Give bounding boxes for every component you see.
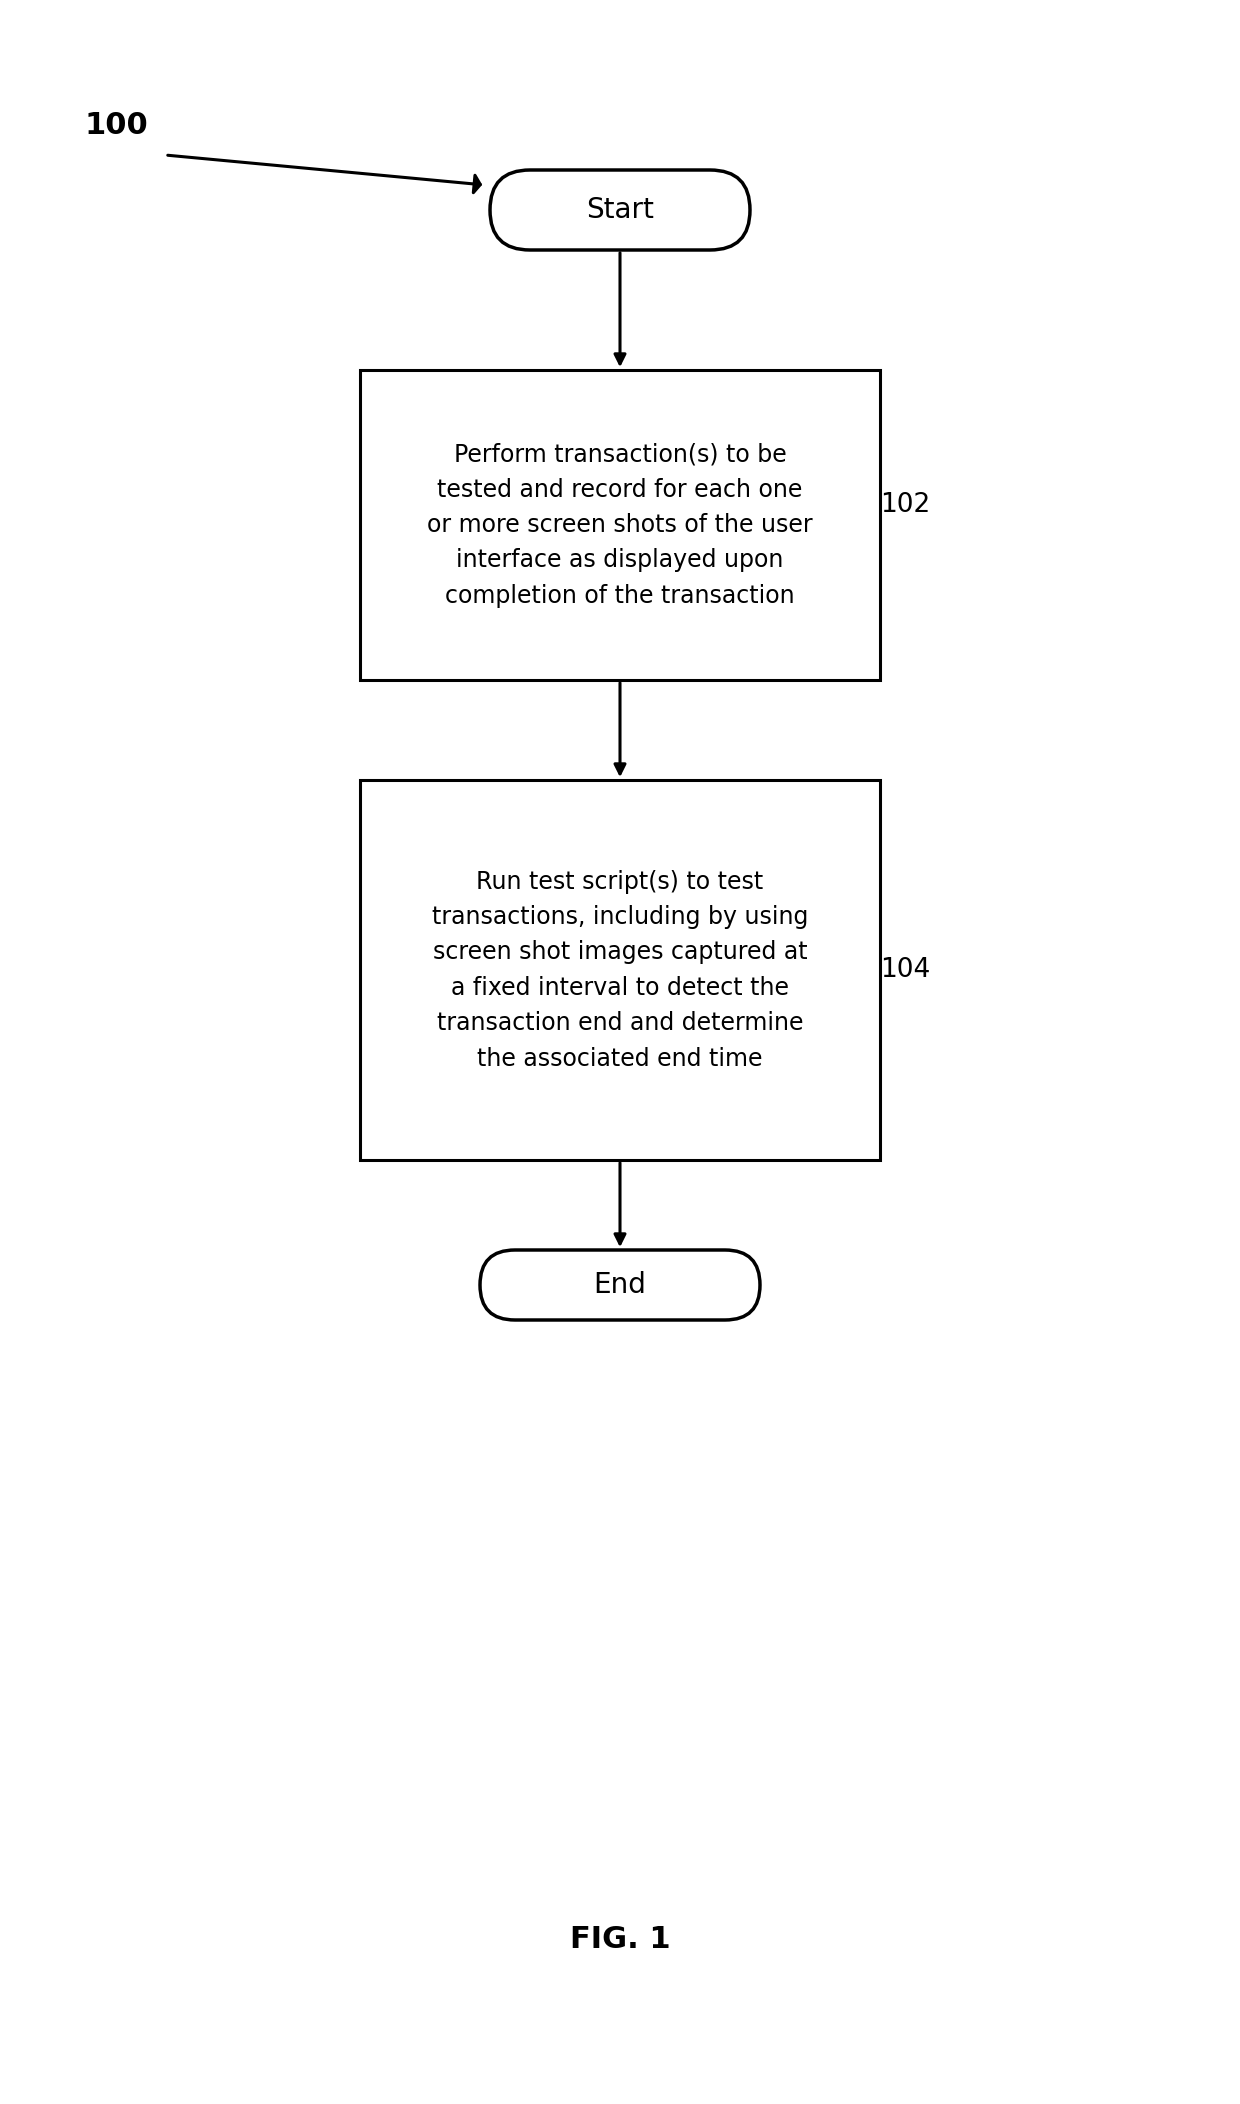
FancyBboxPatch shape xyxy=(480,1250,760,1319)
Text: 100: 100 xyxy=(86,112,149,139)
Text: Perform transaction(s) to be
tested and record for each one
or more screen shots: Perform transaction(s) to be tested and … xyxy=(428,442,812,608)
Text: Start: Start xyxy=(587,196,653,223)
Bar xyxy=(360,370,880,680)
Text: 104: 104 xyxy=(880,957,930,983)
Bar xyxy=(360,781,880,1159)
FancyBboxPatch shape xyxy=(490,170,750,250)
Text: 102: 102 xyxy=(880,492,930,518)
Text: Run test script(s) to test
transactions, including by using
screen shot images c: Run test script(s) to test transactions,… xyxy=(432,869,808,1071)
Text: End: End xyxy=(594,1271,646,1298)
Text: FIG. 1: FIG. 1 xyxy=(569,1925,671,1955)
